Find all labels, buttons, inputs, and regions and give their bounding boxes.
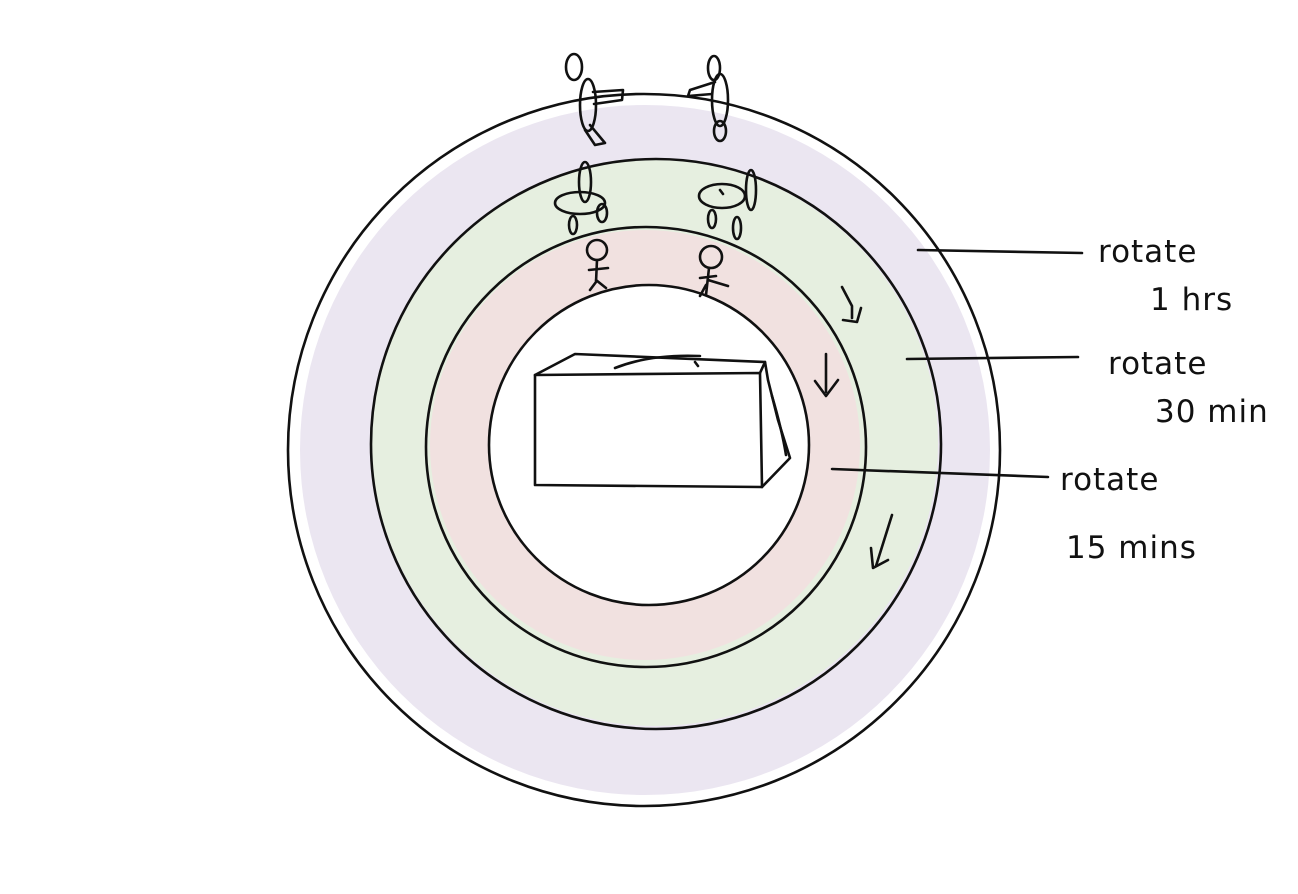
middle-ring-label-line2: 30 min [1155, 394, 1269, 430]
middle-ring-label-line1: rotate [1108, 346, 1207, 382]
outer-ring-label-line2: 1 hrs [1150, 282, 1233, 318]
inner-ring-label-line1: rotate [1060, 462, 1159, 498]
inner-ring-label: rotate 15 mins [1060, 462, 1197, 566]
rotation-arrow-icon [813, 352, 840, 398]
rotation-arrow-icon [869, 513, 894, 570]
outer-ring-label-line1: rotate [1098, 234, 1197, 270]
rotation-arrow-icon [840, 285, 863, 324]
standing-person-icon [564, 52, 625, 147]
outer-ring-label: rotate 1 hrs [1098, 234, 1233, 318]
inner-ring [424, 225, 868, 669]
standing-person-icon [686, 54, 730, 143]
table-box-icon [533, 352, 792, 489]
outer-ring-leader-line [916, 248, 1084, 255]
center-area-fill [488, 285, 808, 605]
ring-fills [300, 105, 990, 795]
inner-ring-leader-line [830, 467, 1050, 479]
outer-ring [286, 92, 1002, 808]
ring-outlines [286, 92, 1002, 808]
middle-ring-label: rotate 30 min [1108, 346, 1269, 430]
chair-icon [553, 160, 609, 236]
middle-ring-leader-line [905, 355, 1080, 361]
leader-lines [830, 248, 1084, 479]
chair-icon [697, 168, 758, 241]
middle-ring [369, 157, 943, 731]
child-figure-icon [698, 244, 730, 298]
inner-ring-label-line2: 15 mins [1066, 530, 1197, 566]
child-figure-icon [585, 238, 610, 292]
center-ring [487, 283, 811, 607]
